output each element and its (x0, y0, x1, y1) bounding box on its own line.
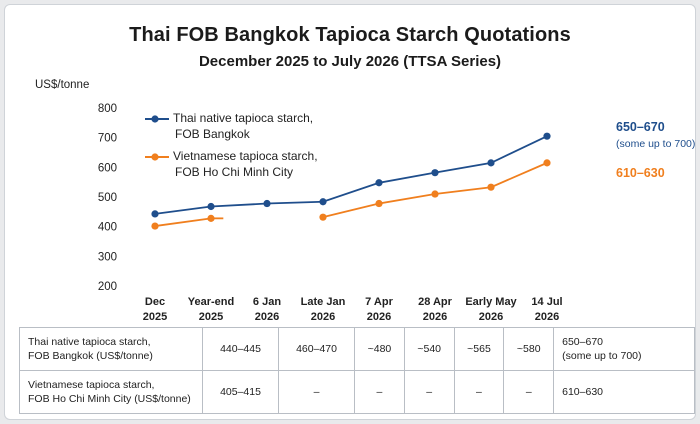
series-line-1 (154, 217, 212, 227)
table-cell: – (403, 370, 455, 414)
x-tick-label: Year-end 2025 (188, 296, 234, 323)
table-row: Vietnamese tapioca starch, FOB Ho Chi Min… (19, 370, 695, 414)
table-cell: – (503, 370, 555, 414)
end-value-label: 610–630 (616, 166, 665, 180)
table-cell: 405–415 (201, 370, 280, 414)
data-point (431, 190, 439, 198)
y-tick-label: 400 (98, 222, 117, 234)
data-point (543, 132, 551, 140)
data-point (151, 222, 159, 230)
table-cell: 460–470 (278, 327, 356, 371)
table-cell: – (354, 370, 405, 414)
table-cell: – (453, 370, 505, 414)
x-tick-label: 14 Jul 2026 (531, 296, 562, 323)
data-point (151, 210, 159, 218)
data-point (319, 213, 327, 221)
table-row: Thai native tapioca starch, FOB Bangkok (… (19, 327, 695, 371)
y-tick-label: 200 (98, 281, 117, 293)
table-row-header: Vietnamese tapioca starch, FOB Ho Chi Min… (19, 370, 203, 414)
data-point (319, 198, 327, 206)
data-point (543, 159, 551, 167)
x-tick-label: Late Jan 2026 (301, 296, 346, 323)
table-cell: ~580 (503, 327, 555, 371)
y-axis-label: US$/tonne (35, 79, 89, 91)
end-value-label: 650–670 (616, 120, 665, 134)
table-row-header: Thai native tapioca starch, FOB Bangkok (… (19, 327, 203, 371)
data-table: Thai native tapioca starch, FOB Bangkok (… (19, 327, 695, 414)
chart-subtitle: December 2025 to July 2026 (TTSA Series) (198, 53, 502, 70)
legend-swatch-marker (151, 115, 159, 123)
data-point (375, 179, 383, 187)
y-tick-label: 700 (98, 133, 117, 145)
legend-label: Vietnamese tapioca starch, FOB Ho Chi Min… (173, 149, 318, 179)
series-line-0 (154, 135, 548, 215)
data-point (487, 183, 495, 191)
line-chart: US$/tonne 200 300 400 500 600 700 800 Dec 2025 Yea… (35, 79, 695, 323)
data-point (375, 199, 383, 208)
data-point (487, 159, 495, 167)
data-point (207, 214, 215, 222)
table-cell: 610–630 (553, 370, 695, 414)
x-tick-label: Dec 2025 (143, 296, 167, 323)
y-tick-label: 600 (98, 162, 117, 174)
table-cell: ~480 (354, 327, 405, 371)
data-point (263, 199, 271, 208)
data-point (207, 202, 215, 211)
chart-title: Thai FOB Bangkok Tapioca Starch Quotatio… (129, 24, 571, 46)
table-cell: ~565 (453, 327, 505, 371)
x-tick-label: 6 Jan 2026 (253, 296, 281, 323)
table-cell: 650–670 (some up to 700) (553, 327, 695, 371)
x-tick-label: Early May 2026 (465, 296, 517, 323)
legend-label: Thai native tapioca starch, FOB Bangkok (173, 111, 313, 141)
data-point (431, 169, 439, 177)
x-tick-label: 28 Apr 2026 (418, 296, 453, 323)
table-cell: ~540 (403, 327, 455, 371)
chart-card: Thai FOB Bangkok Tapioca Starch Quotatio… (4, 4, 696, 420)
legend-swatch-marker (151, 153, 159, 161)
table-cell: – (278, 370, 356, 414)
end-value-note: (some up to 700) (616, 138, 695, 150)
y-tick-label: 300 (98, 251, 117, 263)
table-cell: 440–445 (201, 327, 280, 371)
y-tick-label: 500 (98, 192, 117, 204)
x-tick-label: 7 Apr 2026 (365, 296, 393, 323)
y-tick-label: 800 (98, 103, 117, 115)
